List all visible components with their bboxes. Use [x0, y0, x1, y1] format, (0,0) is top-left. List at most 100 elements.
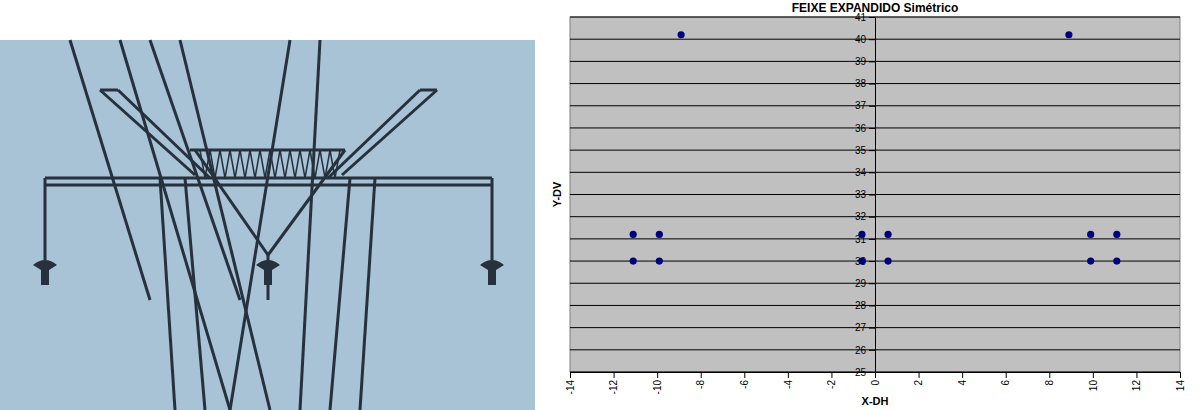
x-tick: 14 — [1175, 372, 1186, 391]
tower-member — [330, 178, 350, 410]
y-tick: 25 — [855, 367, 875, 378]
x-tick: 6 — [1000, 372, 1011, 386]
tower-member — [44, 178, 47, 260]
y-tick-mark — [869, 128, 875, 129]
tower-lattice — [200, 150, 210, 178]
x-tick: -2 — [826, 372, 837, 389]
grid-line — [570, 17, 1180, 18]
x-tick-mark — [1093, 372, 1094, 378]
point — [1113, 257, 1120, 264]
points — [630, 31, 1121, 265]
x-tick: -10 — [652, 372, 663, 394]
y-tick-label: 27 — [855, 322, 867, 333]
tower-lattice — [330, 150, 340, 178]
y-tick-label: 29 — [855, 278, 867, 289]
point — [656, 257, 663, 264]
x-tick: 4 — [957, 372, 968, 386]
x-tick-mark — [657, 372, 658, 378]
y-tick-mark — [869, 61, 875, 62]
point — [884, 231, 891, 238]
tower-lattice — [290, 150, 300, 178]
y-tick: 28 — [855, 300, 875, 311]
insulator — [256, 260, 280, 285]
point — [1087, 231, 1094, 238]
x-tick-mark — [1006, 372, 1007, 378]
x-tick-mark — [1049, 372, 1050, 378]
tower-member — [100, 89, 118, 92]
y-tick: 33 — [855, 189, 875, 200]
tower-member — [180, 40, 270, 410]
canvas: -14-12-10-8-6-4-202468101214252627282930… — [0, 0, 1199, 410]
y-tick-label: 34 — [855, 167, 867, 178]
x-axis: -14-12-10-8-6-4-202468101214 — [565, 372, 1186, 394]
y-tick: 36 — [855, 123, 875, 134]
tower-member — [420, 89, 437, 92]
tower-member — [300, 40, 320, 410]
point — [678, 31, 685, 38]
y-tick: 30 — [855, 256, 875, 267]
point — [884, 257, 891, 264]
x-tick-mark — [875, 372, 876, 378]
tower-lattice — [260, 150, 270, 178]
x-tick-label: 8 — [1044, 380, 1055, 386]
x-axis-title: X-DH — [862, 395, 889, 407]
y-tick: 29 — [855, 278, 875, 289]
x-tick: 12 — [1131, 372, 1142, 391]
y-tick-mark — [869, 328, 875, 329]
x-tick-mark — [614, 372, 615, 378]
x-tick-mark — [788, 372, 789, 378]
y-tick-mark — [869, 239, 875, 240]
x-tick-label: 12 — [1131, 380, 1142, 392]
x-tick: -12 — [608, 372, 619, 394]
y-tick-mark — [869, 172, 875, 173]
tower-member — [342, 90, 437, 175]
x-tick: -14 — [565, 372, 576, 394]
y-tick-label: 28 — [855, 300, 867, 311]
tower-lattice — [300, 150, 310, 178]
y-tick-label: 37 — [855, 100, 867, 111]
tower-member — [360, 178, 375, 410]
x-tick-label: -8 — [695, 380, 706, 389]
point — [630, 231, 637, 238]
x-tick: -6 — [739, 372, 750, 389]
y-tick-label: 38 — [855, 78, 867, 89]
insulator — [33, 260, 57, 285]
x-tick-mark — [701, 372, 702, 378]
x-tick: -8 — [695, 372, 706, 389]
x-tick-mark — [744, 372, 745, 378]
y-tick-mark — [869, 106, 875, 107]
x-tick: 0 — [870, 372, 881, 386]
tower-photo — [0, 40, 535, 410]
x-tick-label: 14 — [1175, 380, 1186, 392]
x-tick-label: 6 — [1000, 380, 1011, 386]
y-tick-mark — [869, 350, 875, 351]
point — [1113, 231, 1120, 238]
y-axis-line — [875, 18, 876, 373]
plot-area — [570, 17, 1180, 372]
photo-sky — [0, 40, 535, 410]
y-tick-label: 25 — [855, 367, 867, 378]
x-tick-mark — [570, 372, 571, 378]
y-tick: 35 — [855, 145, 875, 156]
y-tick-mark — [869, 283, 875, 284]
y-tick-mark — [869, 261, 875, 262]
x-tick-label: -10 — [652, 380, 663, 395]
y-tick: 37 — [855, 100, 875, 111]
insulator — [480, 260, 504, 285]
tower-lattice — [320, 150, 330, 178]
y-tick-label: 40 — [855, 34, 867, 45]
tower-lattice — [280, 150, 290, 178]
x-tick-label: 0 — [870, 380, 881, 386]
x-tick: 10 — [1088, 372, 1099, 391]
y-axis: 2526272829303132333435363738394041 — [855, 12, 876, 378]
grid — [570, 17, 1180, 372]
tower-lattice — [220, 150, 230, 178]
point — [1087, 257, 1094, 264]
point — [630, 257, 637, 264]
y-tick-label: 36 — [855, 123, 867, 134]
y-tick-mark — [869, 195, 875, 196]
y-tick: 38 — [855, 78, 875, 89]
y-tick-label: 32 — [855, 211, 867, 222]
y-tick: 34 — [855, 167, 875, 178]
tower-member — [70, 40, 150, 300]
